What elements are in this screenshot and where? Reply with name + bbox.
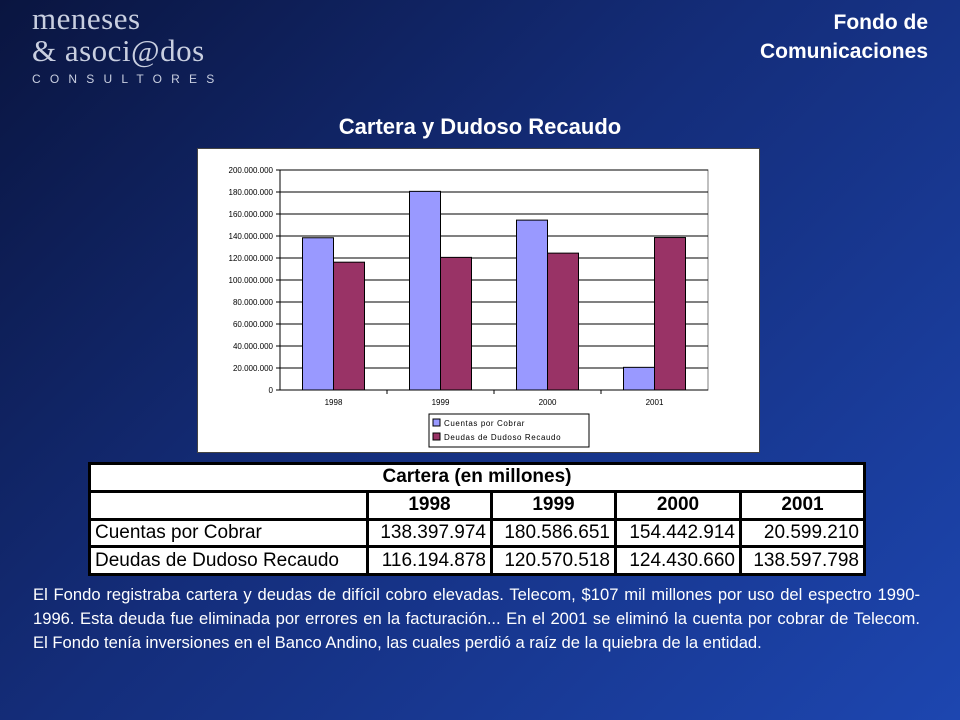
- x-tick-label: 2000: [539, 398, 557, 407]
- bar-chart: 0 20.000.000 40.000.000 60.000.000 80.000.00…: [197, 148, 760, 453]
- bar-1999-series-1: [409, 190, 441, 391]
- logo-subtitle: CONSULTORES: [32, 72, 224, 86]
- y-tick-label: 200.000.000: [229, 166, 274, 175]
- chart-legend: [428, 413, 590, 448]
- legend-swatch: [432, 418, 441, 427]
- y-tick-label: 140.000.000: [229, 232, 274, 241]
- x-tick-label: 1998: [325, 398, 343, 407]
- bar-2000-series-2: [547, 252, 579, 391]
- y-tick-label: 160.000.000: [229, 210, 274, 219]
- bar-2000-series-1: [516, 219, 548, 391]
- bar-2001-series-1: [623, 366, 655, 391]
- table-cell: 154.442.914: [614, 517, 742, 549]
- y-tick-label: 40.000.000: [233, 342, 274, 351]
- company-logo: meneses & asoci@dos CONSULTORES: [32, 1, 224, 86]
- table-row: Cuentas por Cobrar 138.397.974 180.586.6…: [88, 517, 866, 549]
- bar-2001-series-2: [654, 237, 686, 391]
- table-cell: 124.430.660: [614, 545, 742, 576]
- y-tick-label: 20.000.000: [233, 364, 274, 373]
- bar-1999-series-2: [440, 256, 472, 391]
- table-row: Deudas de Dudoso Recaudo 116.194.878 120…: [88, 545, 866, 576]
- legend-label: Deudas de Dudoso Recaudo: [444, 433, 561, 442]
- bar-chart-svg: 0 20.000.000 40.000.000 60.000.000 80.000.00…: [229, 166, 709, 448]
- table-cell: 116.194.878: [366, 545, 493, 576]
- table-caption-row: Cartera (en millones): [88, 462, 866, 493]
- fund-name-line-2: Comunicaciones: [759, 40, 928, 63]
- fund-name: Fondo de Comunicaciones: [760, 8, 928, 66]
- y-tick-label: 100.000.000: [229, 276, 274, 285]
- table-cell: 120.570.518: [490, 545, 617, 576]
- table-cell: 20.599.210: [739, 517, 866, 549]
- table-cell: 180.586.651: [490, 517, 617, 549]
- bar-1998-series-1: [302, 237, 334, 391]
- y-tick-label: 0: [269, 386, 274, 395]
- legend-label: Cuentas por Cobrar: [444, 419, 525, 428]
- x-tick-label: 2001: [646, 398, 664, 407]
- page-title: Cartera y Dudoso Recaudo: [338, 114, 622, 139]
- table-cell: 138.597.798: [739, 545, 866, 576]
- table-cell: 138.397.974: [366, 517, 493, 549]
- logo-line-1: meneses: [32, 1, 141, 36]
- table-row-label: Cuentas por Cobrar: [88, 517, 369, 549]
- y-tick-label: 80.000.000: [233, 298, 274, 307]
- table-header-row: 1998 1999 2000 2001: [88, 489, 866, 521]
- table-caption: Cartera (en millones): [88, 462, 866, 493]
- table-year-header: 2001: [739, 489, 866, 521]
- y-tick-label: 120.000.000: [229, 254, 274, 263]
- description-paragraph: El Fondo registraba cartera y deudas de …: [33, 585, 920, 652]
- fund-name-line-1: Fondo de: [833, 11, 928, 34]
- x-tick-label: 1999: [432, 398, 450, 407]
- table-year-header: 2000: [614, 489, 742, 521]
- table-year-header: 1999: [490, 489, 617, 521]
- table-corner-cell: [88, 489, 369, 521]
- table-year-header: 1998: [366, 489, 493, 521]
- bar-1998-series-2: [333, 261, 365, 391]
- y-tick-label: 60.000.000: [233, 320, 274, 329]
- legend-swatch: [432, 432, 441, 441]
- logo-line-2: & asoci@dos: [32, 33, 205, 68]
- table-row-label: Deudas de Dudoso Recaudo: [88, 545, 369, 576]
- y-tick-label: 180.000.000: [229, 188, 274, 197]
- portfolio-table: Cartera (en millones) 1998 1999 2000 200…: [88, 462, 866, 576]
